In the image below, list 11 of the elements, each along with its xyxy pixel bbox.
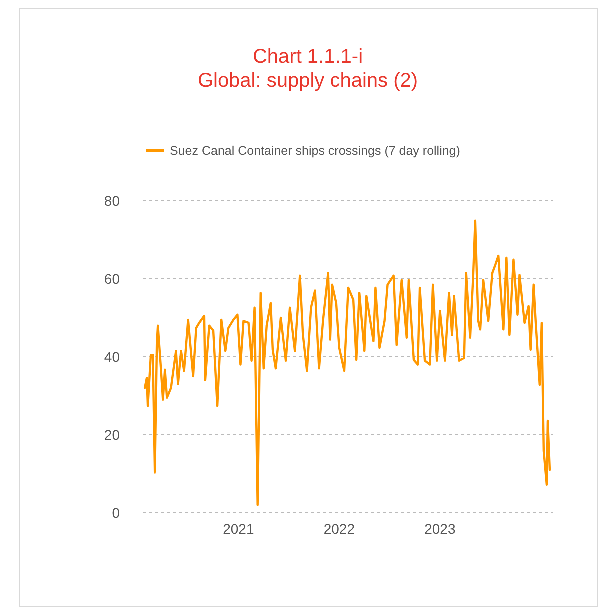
y-tick-label: 60 [104, 271, 120, 287]
y-tick-label: 80 [104, 193, 120, 209]
y-tick-label: 40 [104, 349, 120, 365]
x-tick-label: 2023 [424, 521, 456, 537]
legend-label: Suez Canal Container ships crossings (7 day rolling) [170, 144, 460, 158]
y-tick-label: 0 [112, 505, 120, 521]
x-tick-label: 2021 [223, 521, 254, 537]
chart-title: Chart 1.1.1-i Global: supply chains (2) [198, 46, 418, 92]
y-tick-label: 20 [104, 427, 120, 443]
x-tick-label: 2022 [324, 521, 356, 537]
line-series [144, 220, 552, 506]
